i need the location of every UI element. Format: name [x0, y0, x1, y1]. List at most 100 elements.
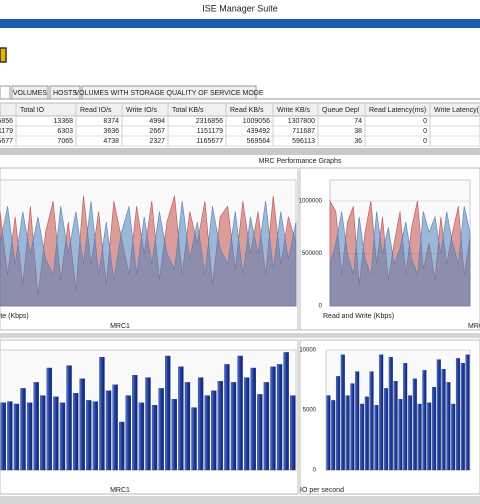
bar — [171, 399, 178, 471]
chart-caption: MRC1 — [110, 323, 130, 330]
y-tick-label: 10000 — [299, 348, 316, 354]
bar — [99, 357, 105, 471]
table-cell: 0 — [423, 128, 427, 135]
bar — [417, 403, 422, 471]
bar — [355, 371, 360, 471]
table-cell: 2316856 — [196, 118, 223, 125]
bar — [59, 402, 66, 471]
bar — [422, 370, 427, 471]
tab[interactable] — [0, 85, 11, 100]
app-icon[interactable] — [0, 47, 7, 63]
bar — [92, 401, 99, 471]
chart-caption: MRC1 — [110, 487, 130, 494]
table-cell: 1009056 — [243, 118, 270, 125]
bar — [184, 382, 191, 471]
bar — [224, 364, 230, 471]
window-title: ISE Manager Suite — [202, 3, 278, 13]
table-cell: 16856 — [0, 118, 13, 125]
tab[interactable] — [81, 85, 257, 100]
bar — [197, 377, 204, 471]
bar — [451, 403, 456, 471]
bar — [26, 402, 33, 471]
bar — [455, 358, 461, 471]
bar — [446, 382, 451, 471]
table-cell: 439492 — [247, 128, 270, 135]
table: Total IO Read IO/s Write IO/s Total KB/s Rea… — [0, 102, 480, 147]
bar — [407, 395, 413, 471]
column-header: Queue Dep! — [322, 107, 360, 114]
table-cell: 0 — [423, 118, 427, 125]
scrollbar[interactable] — [0, 148, 480, 155]
bar — [125, 395, 131, 471]
bar — [379, 354, 384, 471]
bar — [369, 371, 374, 471]
table-cell: 3636 — [103, 128, 119, 135]
y-tick-label: 0 — [319, 304, 323, 310]
bar — [374, 405, 379, 471]
bar — [359, 403, 365, 471]
table-cell: 8374 — [103, 118, 119, 125]
table-cell: 2327 — [149, 138, 165, 145]
bar — [105, 390, 112, 471]
table-cell: 13368 — [54, 118, 74, 125]
bar — [283, 352, 289, 471]
table-cell: 65677 — [0, 138, 13, 145]
table-cell: 711687 — [292, 128, 315, 135]
charts: Write (Kbps)MRC1Kb/s05000001000000Read a… — [0, 167, 480, 495]
column-header: Write KB/s — [277, 107, 310, 114]
bar — [388, 357, 393, 471]
bar — [335, 376, 341, 471]
bar — [237, 355, 243, 471]
table-cell: 4994 — [149, 118, 165, 125]
bar — [72, 393, 79, 471]
bar — [217, 381, 224, 471]
bar — [46, 367, 53, 471]
bar — [350, 383, 355, 471]
tab-label: VOLUMES WITH STORAGE QUALITY OF SERVICE … — [74, 90, 263, 97]
bar — [431, 387, 437, 471]
menu-bar — [0, 19, 480, 28]
table-cell: 6303 — [57, 128, 73, 135]
table-cell: 51179 — [0, 128, 13, 135]
bar — [204, 395, 210, 471]
y-tick-label: 0 — [313, 468, 317, 474]
bar — [436, 359, 441, 471]
bar — [270, 366, 276, 471]
tab[interactable] — [49, 85, 81, 100]
table-cell: 1165677 — [196, 138, 223, 145]
column-header: Total KB/s — [172, 107, 204, 114]
bar — [345, 395, 350, 471]
bar — [427, 402, 432, 471]
bar — [340, 354, 345, 471]
bar — [412, 378, 417, 471]
bar — [79, 378, 85, 471]
bar — [145, 377, 151, 471]
bar — [53, 396, 59, 471]
column-header: Write Latency(ms) — [434, 107, 480, 114]
axis-label: Read and Write (Kbps) — [323, 313, 394, 320]
y-tick-label: 500000 — [302, 251, 323, 257]
table-header — [0, 102, 480, 117]
column-header: Read Latency(ms) — [369, 107, 426, 114]
bar — [290, 395, 296, 471]
bar — [441, 369, 446, 471]
table-cell: 7065 — [57, 138, 73, 145]
bar — [158, 388, 164, 471]
bar — [460, 363, 465, 471]
table-cell: 2667 — [149, 128, 165, 135]
table-cell: 38 — [354, 128, 362, 135]
area-series — [329, 206, 471, 307]
table-cell: 0 — [423, 138, 427, 145]
tab-label: HOSTS — [53, 90, 77, 97]
bar — [250, 367, 256, 471]
tab[interactable] — [11, 85, 49, 100]
bar — [118, 421, 125, 471]
bar — [0, 402, 6, 471]
area-series — [0, 200, 297, 307]
bar — [191, 407, 197, 471]
y-tick-label: 1000000 — [299, 199, 323, 205]
bar — [33, 382, 39, 471]
bar — [257, 394, 263, 471]
